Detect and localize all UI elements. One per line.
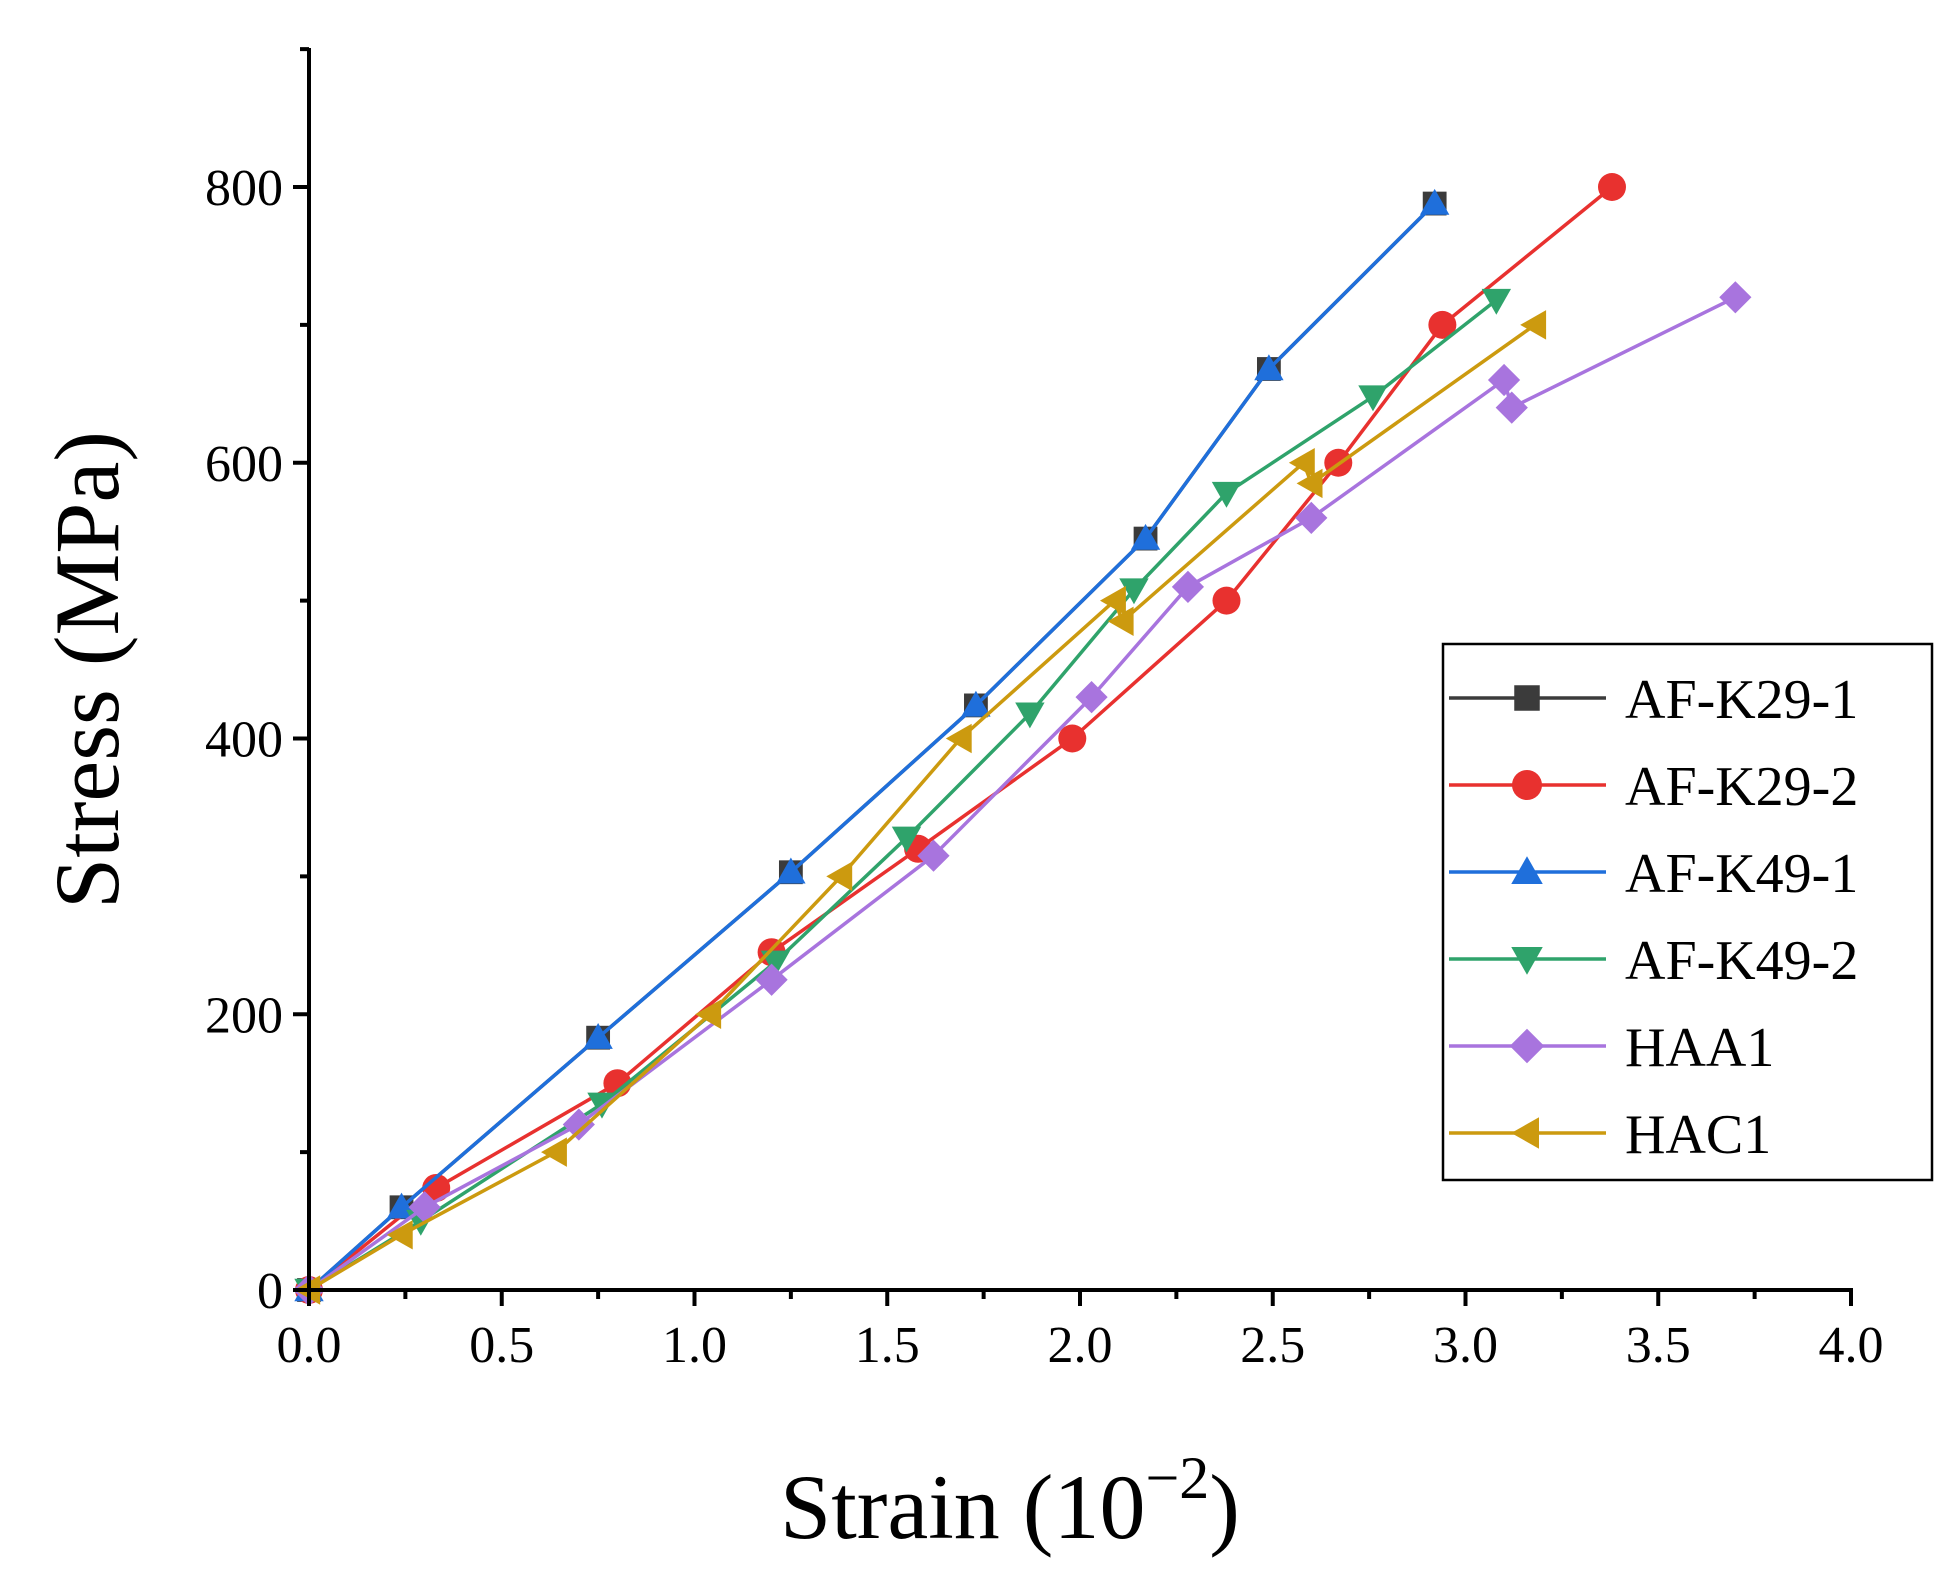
data-point bbox=[1211, 481, 1242, 508]
data-point bbox=[1015, 702, 1045, 729]
legend-label: AF-K29-1 bbox=[1625, 669, 1858, 731]
x-axis-title-close: ) bbox=[1209, 1456, 1240, 1558]
data-point bbox=[1520, 310, 1547, 340]
legend-item: AF-K29-1 bbox=[1449, 669, 1858, 731]
data-point bbox=[541, 1137, 567, 1167]
legend-marker bbox=[1509, 1028, 1545, 1064]
legend-label: HAA1 bbox=[1625, 1017, 1774, 1079]
data-point bbox=[562, 1108, 595, 1141]
data-point bbox=[1254, 354, 1284, 381]
data-point bbox=[917, 839, 950, 872]
legend-label: HAC1 bbox=[1625, 1104, 1771, 1166]
legend-label: AF-K29-2 bbox=[1625, 756, 1858, 818]
legend-marker bbox=[1511, 856, 1543, 884]
y-tick-label: 800 bbox=[205, 160, 283, 217]
data-point bbox=[1481, 288, 1512, 315]
series-AF-K49-1 bbox=[294, 188, 1450, 1302]
data-point bbox=[1419, 188, 1450, 215]
data-point bbox=[386, 1220, 413, 1250]
data-point bbox=[1295, 501, 1328, 534]
data-point bbox=[776, 857, 806, 884]
legend: AF-K29-1 AF-K29-2 AF-K49-1 AF-K49-2 HAA1 HAC1 bbox=[1441, 642, 1934, 1182]
y-tick-label: 200 bbox=[205, 987, 283, 1044]
data-point bbox=[1107, 606, 1134, 637]
legend-item: AF-K29-2 bbox=[1449, 756, 1858, 818]
x-axis-title-main: Strain (10 bbox=[780, 1456, 1145, 1558]
legend-marker bbox=[1511, 1117, 1539, 1149]
data-point bbox=[583, 1022, 613, 1049]
legend-label: AF-K49-1 bbox=[1625, 843, 1858, 905]
series-layer bbox=[292, 173, 1752, 1307]
data-point bbox=[961, 690, 991, 717]
x-tick-label: 1.5 bbox=[855, 1317, 920, 1374]
y-ticks: 0 200 400 600 800 bbox=[205, 47, 309, 1320]
data-point bbox=[1212, 586, 1241, 615]
data-point bbox=[695, 999, 722, 1029]
series-line bbox=[308, 298, 1498, 1292]
data-point bbox=[1428, 310, 1457, 339]
data-point bbox=[760, 950, 791, 977]
data-point bbox=[1075, 681, 1108, 714]
series-AF-K49-2 bbox=[294, 288, 1512, 1305]
data-point bbox=[1119, 578, 1149, 605]
data-point bbox=[408, 1191, 441, 1224]
x-tick-label: 2.0 bbox=[1048, 1317, 1113, 1374]
data-point bbox=[1288, 448, 1315, 478]
x-tick-label: 3.5 bbox=[1626, 1317, 1691, 1374]
series-line bbox=[308, 323, 1536, 1292]
data-point bbox=[422, 1173, 451, 1202]
legend-item: AF-K49-2 bbox=[1449, 930, 1858, 992]
y-axis-title: Stress (MPa) bbox=[36, 431, 138, 909]
x-tick-label: 0.5 bbox=[469, 1317, 534, 1374]
y-tick-label: 600 bbox=[205, 436, 283, 493]
legend-label: AF-K49-2 bbox=[1625, 930, 1858, 992]
data-point bbox=[1495, 391, 1528, 424]
legend-item: HAA1 bbox=[1449, 1017, 1774, 1079]
data-point bbox=[891, 826, 922, 853]
legend-marker bbox=[1512, 770, 1542, 800]
data-point bbox=[1099, 585, 1126, 616]
legend-item: AF-K49-1 bbox=[1449, 843, 1858, 905]
y-tick-label: 400 bbox=[205, 712, 283, 769]
x-tick-label: 2.5 bbox=[1240, 1317, 1305, 1374]
legend-marker bbox=[1514, 685, 1540, 711]
data-point bbox=[1296, 468, 1323, 499]
x-ticks: 0.0 0.5 1.0 1.5 2.0 2.5 3.0 3.5 4.0 bbox=[277, 1290, 1884, 1374]
data-point bbox=[1719, 281, 1752, 314]
x-axis-title: Strain (10−2) bbox=[780, 1445, 1240, 1558]
data-point bbox=[1171, 570, 1205, 603]
data-point bbox=[1597, 173, 1626, 201]
x-axis-title-exponent: −2 bbox=[1145, 1445, 1209, 1511]
x-tick-label: 3.0 bbox=[1433, 1317, 1498, 1374]
series-AF-K29-1 bbox=[297, 191, 1447, 1302]
data-point bbox=[1358, 385, 1388, 412]
series-HAA1 bbox=[292, 281, 1752, 1307]
x-tick-label: 0.0 bbox=[277, 1317, 342, 1374]
legend-marker bbox=[1511, 947, 1543, 975]
legend-item: HAC1 bbox=[1449, 1104, 1771, 1166]
legend-box bbox=[1441, 642, 1934, 1182]
data-point bbox=[1130, 523, 1161, 550]
series-line bbox=[307, 202, 1436, 1292]
series-HAC1 bbox=[294, 310, 1547, 1305]
y-tick-label: 0 bbox=[257, 1263, 283, 1320]
data-point bbox=[755, 963, 788, 996]
x-tick-label: 1.0 bbox=[662, 1317, 727, 1374]
x-tick-label: 4.0 bbox=[1819, 1317, 1884, 1374]
data-point bbox=[1487, 363, 1521, 397]
data-point bbox=[945, 723, 972, 754]
data-point bbox=[1058, 724, 1087, 753]
data-point bbox=[826, 861, 853, 892]
